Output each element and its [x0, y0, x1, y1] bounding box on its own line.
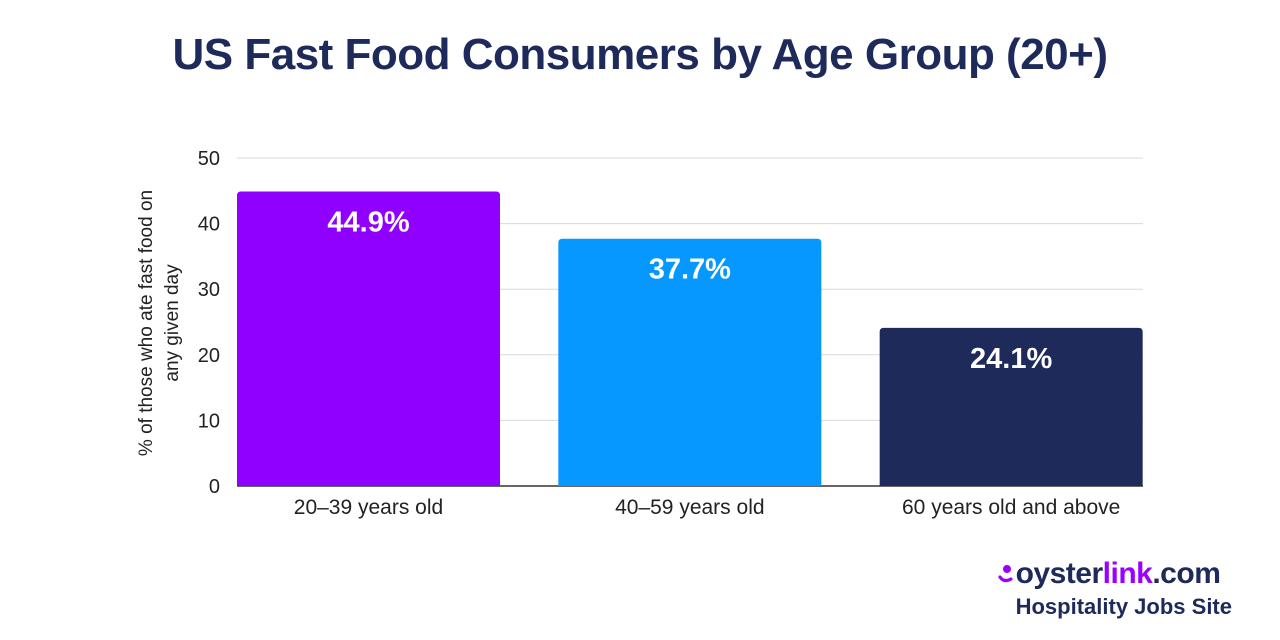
bar-2 [558, 238, 822, 486]
chart-title: US Fast Food Consumers by Age Group (20+… [172, 30, 1109, 79]
y-tick-label: 10 [198, 410, 220, 432]
bar-3 [879, 327, 1143, 486]
y-tick-label: 40 [198, 214, 220, 236]
x-category-label: 20–39 years old [294, 496, 443, 519]
logo-text-oyster: oyster [1015, 557, 1104, 590]
y-tick-label: 50 [198, 148, 220, 170]
logo-tagline: Hospitality Jobs Site [1015, 594, 1232, 619]
y-tick-label: 30 [198, 279, 220, 301]
logo-text-link: link [1102, 557, 1153, 590]
x-category-label: 60 years old and above [902, 496, 1120, 519]
bar-value-label: 24.1% [970, 343, 1052, 375]
x-category-label: 40–59 years old [615, 496, 764, 519]
bar-1 [237, 191, 500, 486]
y-axis-title-line-1: % of those who ate fast food on [136, 190, 157, 456]
logo-wordmark: oysterlink.com [998, 558, 1232, 590]
bar-value-label: 44.9% [327, 206, 409, 238]
y-tick-label: 0 [209, 476, 220, 498]
logo-mark-icon [998, 560, 1014, 583]
logo-text-domain: .com [1152, 557, 1221, 590]
y-axis-title-line-2: any given day [162, 264, 183, 382]
oysterlink-logo: oysterlink.com Hospitality Jobs Site [998, 558, 1232, 620]
bar-value-label: 37.7% [649, 254, 731, 286]
y-tick-label: 20 [198, 345, 220, 367]
